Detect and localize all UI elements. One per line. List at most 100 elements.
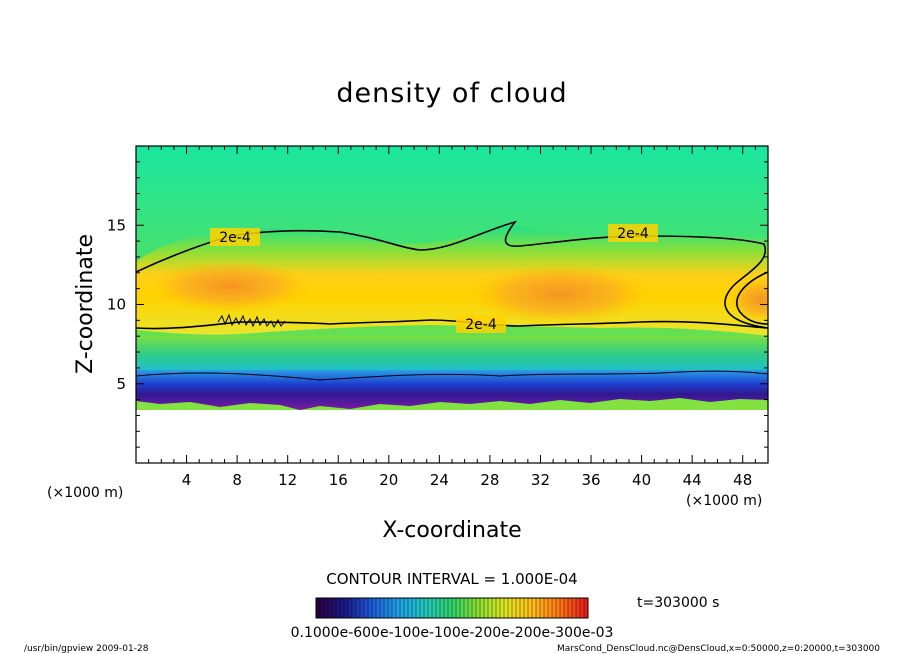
x-tick-label: 12	[278, 471, 297, 489]
colorbar-cell	[348, 598, 353, 618]
colorbar-cell	[536, 598, 541, 618]
heatmap-field: 2e-4 2e-4 2e-4	[136, 146, 768, 463]
contour-upper-2e-4	[136, 220, 768, 329]
colorbar-cell	[500, 598, 505, 618]
colorbar-cell	[380, 598, 385, 618]
colorbar-cell	[340, 598, 345, 618]
colorbar-cell	[432, 598, 437, 618]
x-axis-title: X-coordinate	[382, 518, 521, 543]
colorbar-cell	[352, 598, 357, 618]
colorbar-cell	[344, 598, 349, 618]
colorbar-cell	[540, 598, 545, 618]
contour-label: 2e-4	[219, 230, 251, 246]
footer-source: MarsCond_DensCloud.nc@DensCloud,x=0:5000…	[557, 644, 880, 654]
y-tick-label: 10	[107, 296, 126, 314]
contour-label: 2e-4	[465, 317, 497, 333]
colorbar-cell	[456, 598, 461, 618]
y-tick-label: 5	[116, 375, 126, 393]
colorbar-cell	[544, 598, 549, 618]
colorbar-cell	[396, 598, 401, 618]
colorbar-cell	[512, 598, 517, 618]
x-tick-label: 28	[480, 471, 499, 489]
x-axis-ticks: 4 8 12 16 20 24 28 32 36 40 44 48	[148, 146, 756, 489]
colorbar-cell	[364, 598, 369, 618]
x-unit-label-right: (×1000 m)	[686, 493, 762, 509]
y-axis-ticks: 5 10 15	[107, 161, 768, 448]
colorbar-cell	[384, 598, 389, 618]
x-unit-label-left: (×1000 m)	[47, 485, 123, 501]
footer-program-date: /usr/bin/gpview 2009-01-28	[24, 644, 149, 654]
lower-cloud-band	[136, 336, 768, 370]
colorbar-cell	[576, 598, 581, 618]
colorbar-cell	[420, 598, 425, 618]
contour-turbulent-zone	[217, 313, 286, 329]
colorbar	[315, 598, 589, 618]
colorbar-cell	[444, 598, 449, 618]
colorbar-cell	[572, 598, 577, 618]
colorbar-cell	[520, 598, 525, 618]
colorbar-cell	[480, 598, 485, 618]
x-tick-label: 32	[531, 471, 550, 489]
colorbar-cell	[320, 598, 325, 618]
colorbar-frame	[315, 597, 589, 619]
colorbar-cell	[404, 598, 409, 618]
colorbar-cell	[360, 598, 365, 618]
chart-title: density of cloud	[336, 78, 567, 109]
contour-interval-text: CONTOUR INTERVAL = 1.000E-04	[326, 570, 577, 588]
colorbar-cell	[504, 598, 509, 618]
x-tick-label: 24	[430, 471, 449, 489]
colorbar-cell	[496, 598, 501, 618]
colorbar-cell	[568, 598, 573, 618]
colorbar-cell	[388, 598, 393, 618]
contour-base	[136, 370, 768, 381]
colorbar-cell	[424, 598, 429, 618]
colorbar-cell	[324, 598, 329, 618]
colorbar-cell	[400, 598, 405, 618]
colorbar-cell	[376, 598, 381, 618]
colorbar-cell	[508, 598, 513, 618]
colorbar-cell	[580, 598, 585, 618]
colorbar-cell	[468, 598, 473, 618]
y-axis-title: Z-coordinate	[73, 234, 98, 374]
hot-spot-left	[150, 260, 310, 312]
colorbar-cell	[556, 598, 561, 618]
colorbar-cell	[436, 598, 441, 618]
colorbar-cell	[372, 598, 377, 618]
x-tick-label: 44	[683, 471, 702, 489]
colorbar-cell	[464, 598, 469, 618]
colorbar-cell	[476, 598, 481, 618]
colorbar-cell	[516, 598, 521, 618]
contour-label-group: 2e-4 2e-4 2e-4	[210, 224, 658, 333]
colorbar-tick-labels: 0.1000e-600e-100e-100e-200e-200e-300e-03	[291, 625, 614, 641]
colorbar-cell	[484, 598, 489, 618]
x-tick-label: 40	[632, 471, 651, 489]
contour-right-closed	[736, 271, 768, 325]
colorbar-cell	[332, 598, 337, 618]
colorbar-cell	[408, 598, 413, 618]
colorbar-cell	[328, 598, 333, 618]
colorbar-cell	[488, 598, 493, 618]
colorbar-cell	[428, 598, 433, 618]
x-tick-label: 48	[733, 471, 752, 489]
colorbar-cell	[448, 598, 453, 618]
x-tick-label: 36	[581, 471, 600, 489]
clear-air-region	[136, 410, 768, 463]
hot-spot-center	[470, 264, 650, 324]
colorbar-cell	[452, 598, 457, 618]
x-tick-label: 16	[329, 471, 348, 489]
colorbar-cell	[460, 598, 465, 618]
colorbar-cell	[392, 598, 397, 618]
colorbar-cell	[416, 598, 421, 618]
colorbar-cell	[560, 598, 565, 618]
cloud-base-band	[136, 370, 768, 410]
colorbar-cell	[532, 598, 537, 618]
colorbar-cell	[356, 598, 361, 618]
x-tick-label: 8	[232, 471, 242, 489]
x-tick-label: 4	[182, 471, 192, 489]
colorbar-cell	[584, 598, 589, 618]
colorbar-cell	[528, 598, 533, 618]
colorbar-cell	[552, 598, 557, 618]
colorbar-cell	[524, 598, 529, 618]
colorbar-cell	[412, 598, 417, 618]
